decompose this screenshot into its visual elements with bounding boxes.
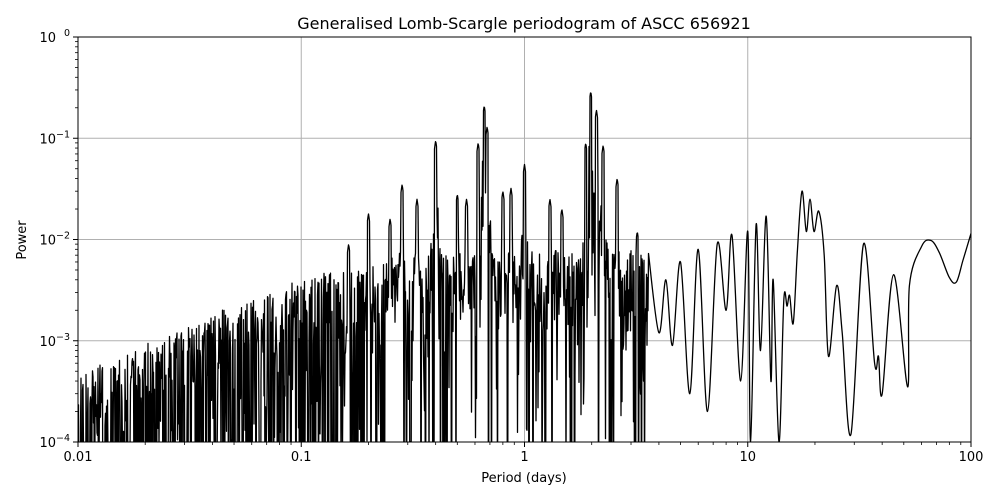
x-axis: 0.01 0.1 1 10 100 [64, 442, 984, 465]
periodogram-line [78, 92, 971, 442]
x-tick-label: 0.1 [291, 450, 312, 465]
y-tick-label: 10 [39, 31, 56, 46]
y-tick-label: 10 [39, 335, 56, 350]
chart-title: Generalised Lomb-Scargle periodogram of … [297, 14, 751, 33]
y-tick-exponent: −3 [56, 332, 70, 343]
y-tick-exponent: −2 [56, 231, 70, 242]
x-tick-label: 10 [739, 450, 756, 465]
x-tick-label: 1 [520, 450, 528, 465]
plot-area [78, 92, 971, 442]
y-tick-label: 10 [39, 132, 56, 147]
y-tick-exponent: 0 [64, 28, 70, 39]
y-tick-exponent: −4 [56, 433, 70, 444]
y-tick-label: 10 [39, 234, 56, 249]
y-tick-label: 10 [39, 436, 56, 451]
y-tick-exponent: −1 [56, 129, 70, 140]
x-tick-label: 0.01 [64, 450, 93, 465]
x-axis-label: Period (days) [481, 471, 567, 486]
x-tick-label: 100 [959, 450, 984, 465]
y-axis-label: Power [15, 220, 30, 260]
